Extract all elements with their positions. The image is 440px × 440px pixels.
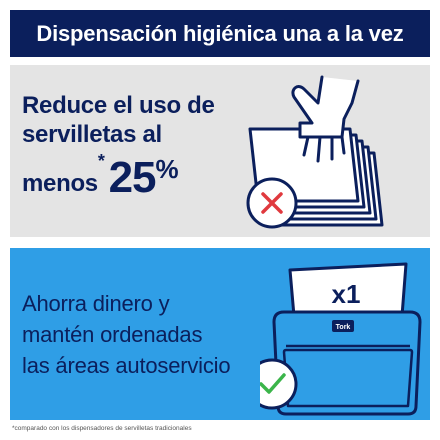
check-mark-icon <box>260 358 298 410</box>
brand-badge: Tork <box>336 324 351 331</box>
percent-value: 25 <box>108 153 157 202</box>
save-money-text: Ahorra dinero y mantén ordenadas las áre… <box>22 288 231 381</box>
benefit-line-2: mantén ordenadas <box>22 322 203 347</box>
reduce-napkins-panel: Reduce el uso de servilletas al menos * 25… <box>10 65 430 237</box>
claim-percent: 25% <box>109 149 179 200</box>
dispenser-illustration: x1 Tork <box>260 262 422 416</box>
claim-prefix: menos <box>22 170 98 197</box>
claim-line-2: servilletas al <box>22 121 162 148</box>
benefit-line-3: las áreas autoservicio <box>22 353 231 378</box>
dispenser-icon: x1 Tork <box>272 262 422 416</box>
hand-icon <box>291 75 360 163</box>
quantity-label: x1 <box>332 279 361 309</box>
page-title-banner: Dispensación higiénica una a la vez <box>10 10 430 57</box>
brand-badge-icon <box>332 320 354 332</box>
save-money-panel: Ahorra dinero y mantén ordenadas las áre… <box>10 248 430 420</box>
footnote: *comparado con los dispensadores de serv… <box>12 425 192 432</box>
claim-asterisk: * <box>97 151 105 171</box>
percent-sign: % <box>155 154 179 184</box>
x-mark-icon <box>246 177 298 229</box>
reduce-claim: Reduce el uso de servilletas al menos * 25… <box>22 91 215 200</box>
page-title: Dispensación higiénica una a la vez <box>36 20 404 46</box>
claim-line-1: Reduce el uso de <box>22 92 215 119</box>
napkin-stack-illustration <box>246 75 384 229</box>
benefit-line-1: Ahorra dinero y <box>22 291 170 316</box>
claim-line-3: menos * 25% <box>22 149 215 200</box>
